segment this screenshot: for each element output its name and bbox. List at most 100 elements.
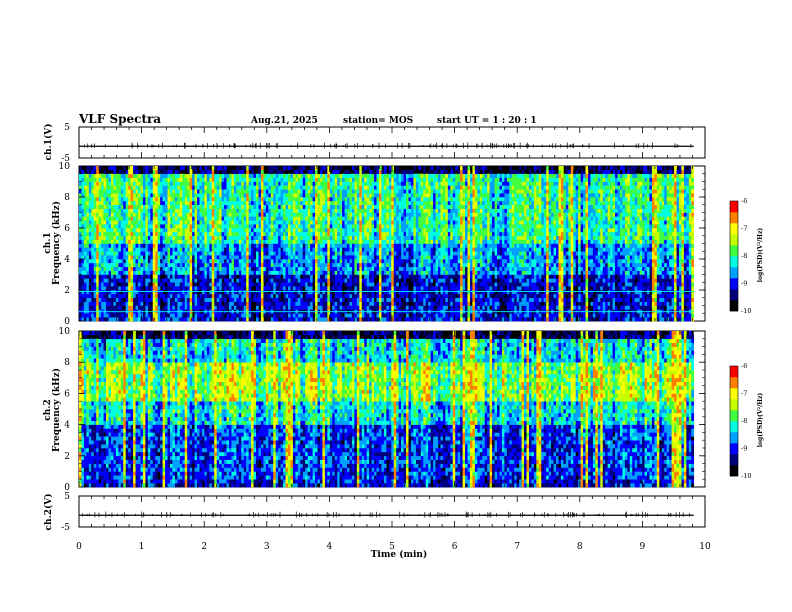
spectrogram-cell xyxy=(140,224,144,229)
spectrogram-cell xyxy=(258,185,262,190)
spectrogram-cell xyxy=(147,293,151,299)
spectrogram-cell xyxy=(366,297,370,302)
spectrogram-cell xyxy=(297,231,301,237)
spectrogram-cell xyxy=(376,251,380,256)
spectrogram-cell xyxy=(342,255,345,260)
spectrogram-cell xyxy=(315,228,318,233)
spectrogram-cell xyxy=(128,290,131,295)
spectrogram-cell xyxy=(258,216,262,221)
spectrogram-cell xyxy=(248,278,252,283)
spectrogram-cell xyxy=(221,181,225,186)
spectrogram-cell xyxy=(91,173,95,178)
spectrogram-cell xyxy=(371,313,375,318)
spectrogram-cell xyxy=(263,204,267,209)
spectrogram-cell xyxy=(172,297,176,302)
spectrogram-cell xyxy=(295,212,299,217)
spectrogram-cell xyxy=(312,282,316,287)
spectrogram-cell xyxy=(135,259,139,264)
spectrogram-cell xyxy=(189,262,193,268)
spectrogram-cell xyxy=(174,286,178,291)
spectrogram-cell xyxy=(332,297,336,302)
spectrogram-cell xyxy=(297,297,301,302)
spectrogram-cell xyxy=(344,181,348,186)
spectrogram-cell xyxy=(123,231,127,237)
spectrogram-cell xyxy=(258,317,262,322)
spectrogram-cell xyxy=(270,228,274,233)
spectrogram-cell xyxy=(169,228,173,233)
spectrogram-cell xyxy=(145,259,149,264)
spectrogram-cell xyxy=(214,290,217,295)
spectrogram-cell xyxy=(251,305,254,310)
spectrogram-cell xyxy=(79,231,82,237)
spectrogram-cell xyxy=(354,216,358,221)
spectrogram-cell xyxy=(93,290,97,295)
spectrogram-cell xyxy=(135,255,139,260)
spectrogram-cell xyxy=(118,317,122,322)
spectrogram-cell xyxy=(332,239,336,244)
spectrogram-cell xyxy=(221,305,225,310)
spectrogram-cell xyxy=(103,231,107,237)
spectrogram-cell xyxy=(258,262,262,268)
spectrogram-cell xyxy=(344,239,348,244)
spectrogram-cell xyxy=(221,216,225,221)
spectrogram-cell xyxy=(371,262,375,268)
spectrogram-cell xyxy=(300,266,304,271)
spectrogram-cell xyxy=(106,208,109,213)
spectrogram-cell xyxy=(332,259,336,264)
spectrogram-cell xyxy=(273,293,277,299)
spectrogram-cell xyxy=(288,216,291,221)
spectrogram-cell xyxy=(307,290,311,295)
spectrogram-cell xyxy=(86,216,90,221)
spectrogram-cell xyxy=(253,197,257,202)
spectrogram-cell xyxy=(155,185,158,190)
spectrogram-cell xyxy=(376,301,380,306)
spectrogram-cell xyxy=(204,189,208,194)
spectrogram-cell xyxy=(302,224,306,229)
spectrogram-cell xyxy=(160,200,163,206)
spectrogram-cell xyxy=(162,177,166,182)
spectrogram-cell xyxy=(310,181,313,186)
spectrogram-cell xyxy=(371,208,375,213)
spectrogram-cell xyxy=(81,317,85,322)
spectrogram-cell xyxy=(106,259,109,264)
spectrogram-cell xyxy=(140,239,144,244)
spectrogram-cell xyxy=(307,262,311,268)
spectrogram-cell xyxy=(81,259,85,264)
spectrogram-cell xyxy=(147,243,151,248)
spectrogram-cell xyxy=(182,278,186,283)
spectrogram-cell xyxy=(118,313,122,318)
spectrogram-cell xyxy=(337,262,340,268)
spectrogram-cell xyxy=(83,282,87,287)
spectrogram-cell xyxy=(162,239,166,244)
spectrogram-cell xyxy=(283,204,286,209)
spectrogram-cell xyxy=(256,282,259,287)
spectrogram-cell xyxy=(162,262,166,268)
spectrogram-cell xyxy=(91,301,95,306)
spectrogram-cell xyxy=(265,286,269,291)
spectrogram-cell xyxy=(356,247,360,252)
spectrogram-cell xyxy=(192,216,195,221)
spectrogram-cell xyxy=(123,197,127,202)
spectrogram-cell xyxy=(307,193,311,198)
spectrogram-cell xyxy=(118,177,122,182)
spectrogram-cell xyxy=(152,235,156,240)
spectrogram-cell xyxy=(263,181,267,186)
spectrogram-cell xyxy=(128,224,131,229)
spectrogram-cell xyxy=(206,220,210,225)
spectrogram-cell xyxy=(351,177,355,182)
spectrogram-cell xyxy=(332,228,336,233)
spectrogram-cell xyxy=(243,228,247,233)
spectrogram-cell xyxy=(184,235,188,240)
spectrogram-cell xyxy=(115,189,119,194)
spectrogram-cell xyxy=(216,220,220,225)
spectrogram-cell xyxy=(123,243,127,248)
spectrogram-cell xyxy=(307,313,311,318)
spectrogram-cell xyxy=(253,173,257,178)
spectrogram-cell xyxy=(354,301,358,306)
spectrogram-cell xyxy=(275,255,279,260)
spectrogram-cell xyxy=(221,251,225,256)
spectrogram-cell xyxy=(310,200,313,206)
spectrogram-cell xyxy=(366,208,370,213)
spectrogram-cell xyxy=(337,290,340,295)
spectrogram-cell xyxy=(169,200,173,206)
